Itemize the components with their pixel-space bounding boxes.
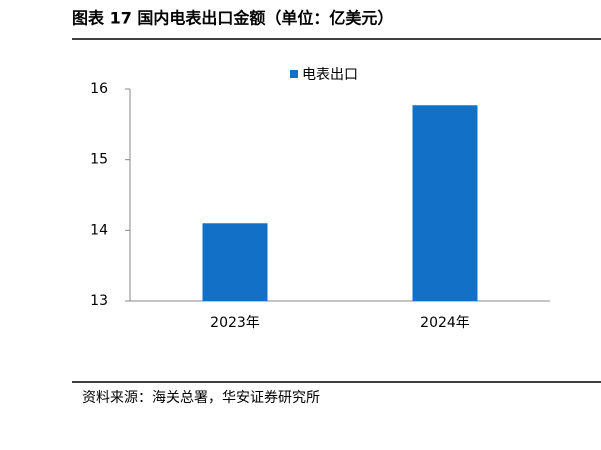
y-tick-label: 15: [90, 152, 108, 168]
source-note: 资料来源：海关总署，华安证券研究所: [82, 390, 320, 406]
legend-label: 电表出口: [302, 67, 358, 83]
chart-title: 图表 17 国内电表出口金额（单位：亿美元）: [72, 9, 393, 28]
y-tick-label: 14: [90, 222, 108, 238]
bar: [202, 223, 268, 301]
x-tick-label: 2023年: [210, 315, 260, 331]
x-tick-label: 2024年: [420, 315, 470, 331]
legend-swatch: [290, 70, 298, 78]
y-tick-label: 13: [90, 293, 108, 309]
y-tick-label: 16: [90, 81, 108, 97]
bar: [412, 105, 478, 302]
